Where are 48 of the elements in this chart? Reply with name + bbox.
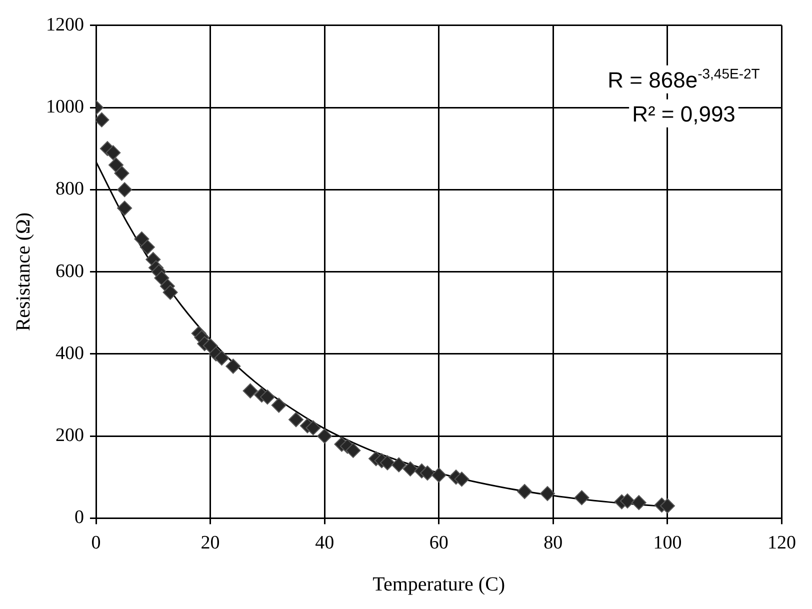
point (391, 457, 406, 472)
point (106, 145, 121, 160)
point (631, 495, 646, 510)
x-tick-label: 60 (429, 532, 448, 554)
point (134, 231, 150, 246)
point (154, 270, 170, 286)
x-tick-label: 20 (200, 532, 220, 554)
point (214, 350, 230, 366)
x-tick-label: 120 (768, 532, 796, 554)
point (317, 428, 332, 444)
point (431, 468, 446, 483)
x-tick-label: 80 (544, 532, 563, 554)
point (162, 284, 178, 300)
point (117, 200, 132, 216)
point (420, 466, 435, 481)
x-tick-label: 0 (91, 532, 101, 554)
y-tick-label: 400 (56, 342, 84, 364)
annotation: R² = 0,993 (632, 101, 736, 126)
x-tick-label: 100 (653, 532, 682, 554)
point (271, 398, 286, 413)
point (226, 358, 241, 374)
y-tick-label: 600 (56, 260, 84, 282)
point (242, 383, 258, 398)
point (346, 442, 361, 458)
point (140, 240, 155, 255)
point (517, 484, 532, 500)
y-tick-label: 200 (56, 425, 84, 446)
y-tick-label: 1200 (46, 14, 84, 36)
point (306, 420, 321, 436)
y-tick-label: 1000 (46, 96, 84, 118)
point (540, 486, 555, 502)
y-tick-label: 0 (74, 507, 84, 528)
point (620, 493, 635, 508)
y-tick-label: 800 (56, 178, 84, 200)
point (114, 166, 130, 181)
point (288, 412, 304, 428)
point (108, 158, 124, 173)
point (574, 490, 590, 506)
point (202, 338, 218, 354)
x-tick-label: 40 (315, 532, 334, 554)
point (380, 455, 395, 470)
point (117, 182, 132, 198)
point (454, 472, 470, 487)
point (260, 390, 275, 405)
point (660, 498, 675, 514)
y-axis-title: Resistance (Ω) (12, 212, 34, 332)
x-axis-title: Temperature (C) (372, 573, 506, 596)
point (402, 461, 418, 476)
